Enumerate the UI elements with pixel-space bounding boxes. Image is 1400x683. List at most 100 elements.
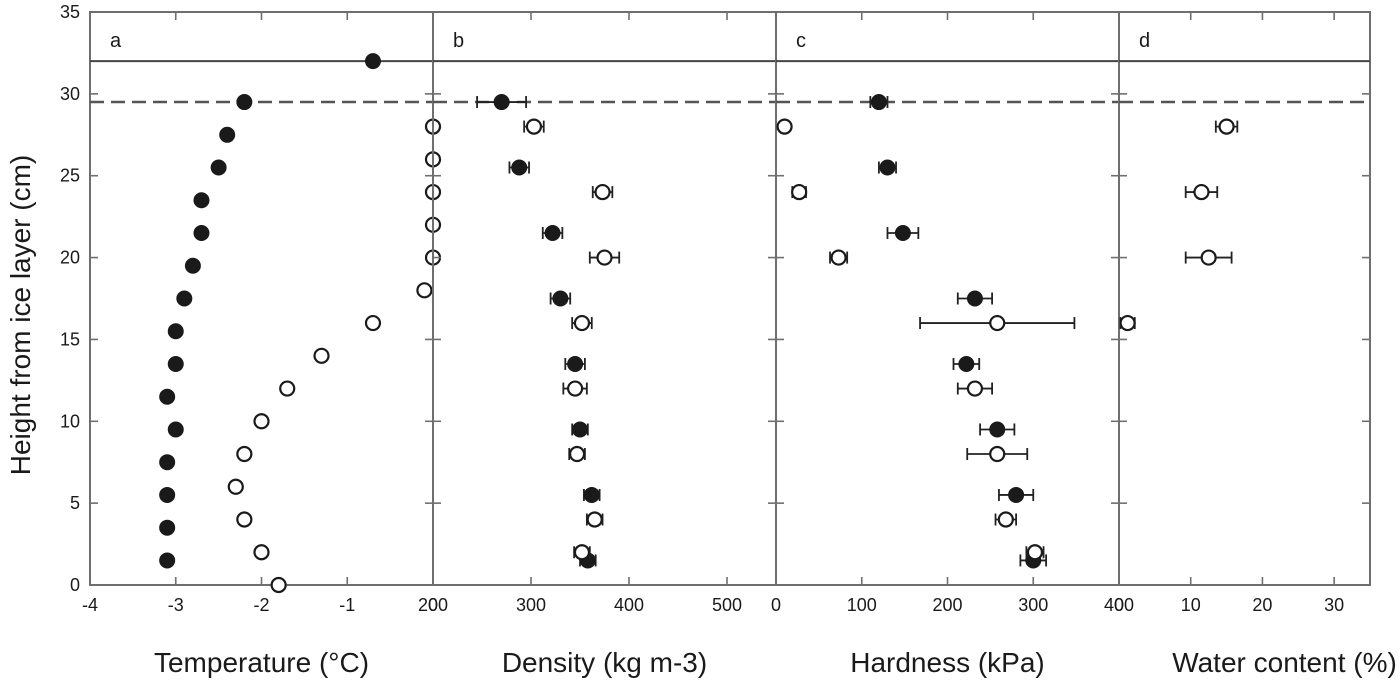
x-axis-label: Hardness (kPa) <box>850 647 1045 678</box>
data-point-open <box>573 314 591 332</box>
x-tick-label: 0 <box>428 595 438 615</box>
x-tick-label: 300 <box>1018 595 1048 615</box>
data-point-open <box>227 478 244 495</box>
data-point-filled <box>894 225 911 242</box>
data-point-filled <box>159 388 176 405</box>
panel-d: d 0 10 20 30 Water content (%) <box>1114 11 1397 678</box>
x-axis-label: Density (kg m-3) <box>502 647 707 678</box>
data-point-filled <box>958 355 975 372</box>
data-point-open <box>279 380 296 397</box>
x-tick-label: 0 <box>1114 595 1124 615</box>
data-point-open <box>568 445 586 463</box>
data-point-filled <box>167 355 184 372</box>
panel-c: c 0 100 200 300 400 Hardness (kPa) <box>771 11 1134 678</box>
panel-letter: d <box>1139 30 1150 52</box>
data-point-filled <box>544 225 561 242</box>
data-point-filled <box>989 421 1006 438</box>
x-tick-label: 0 <box>771 595 781 615</box>
data-point-filled <box>167 323 184 340</box>
panel-frame <box>1118 11 1371 586</box>
data-point-filled <box>159 486 176 503</box>
data-point-filled <box>966 290 983 307</box>
data-point-filled <box>159 519 176 536</box>
data-point-filled <box>870 94 887 111</box>
data-point-open <box>525 118 543 135</box>
data-point-filled <box>210 159 227 176</box>
data-point-filled <box>159 454 176 471</box>
data-point-filled <box>552 290 569 307</box>
data-point-open <box>1026 544 1044 561</box>
y-axis-label: Height from ice layer (cm) <box>5 155 36 476</box>
data-point-open <box>989 445 1006 463</box>
y-tick-label: 20 <box>60 248 80 268</box>
data-point-filled <box>193 192 210 209</box>
data-point-open <box>313 347 330 364</box>
x-axis-label: Water content (%) <box>1172 647 1397 678</box>
x-tick-label: 400 <box>1104 595 1134 615</box>
x-tick-label: -1 <box>339 595 355 615</box>
data-point-open <box>566 380 584 397</box>
data-point-open <box>594 183 611 201</box>
data-point-filled <box>572 421 588 438</box>
data-point-filled <box>167 421 184 438</box>
y-tick-label: 5 <box>70 493 80 513</box>
data-point-open <box>1119 314 1136 332</box>
data-point-open <box>596 249 613 266</box>
data-point-filled <box>364 53 381 70</box>
y-tick-label: 35 <box>60 2 80 22</box>
x-tick-label: 10 <box>1181 595 1201 615</box>
panel-frame <box>432 11 777 586</box>
data-point-filled <box>567 355 584 372</box>
data-point-open <box>997 511 1014 528</box>
data-point-open <box>1218 118 1235 135</box>
x-tick-label: 500 <box>712 595 742 615</box>
panel-letter: a <box>110 30 122 52</box>
x-axis-label: Temperature (°C) <box>154 647 369 678</box>
data-point-open <box>416 282 433 299</box>
data-point-open <box>253 413 270 430</box>
panel-letter: b <box>453 30 464 52</box>
y-tick-label: 10 <box>60 411 80 431</box>
data-point-open <box>1193 183 1210 201</box>
data-point-filled <box>583 486 600 503</box>
data-point-filled <box>879 159 896 176</box>
x-tick-label: 30 <box>1324 595 1344 615</box>
data-point-filled <box>493 94 510 111</box>
x-tick-label: 200 <box>932 595 962 615</box>
data-point-open <box>236 445 253 463</box>
x-tick-label: -4 <box>82 595 98 615</box>
data-point-filled <box>176 290 193 307</box>
data-point-open <box>966 380 984 397</box>
data-point-open <box>791 183 808 201</box>
data-point-open <box>1200 249 1217 266</box>
panel-a: a 0 5 10 15 20 25 30 35 -4 -3 -2 -1 0 Temperature (°C) <box>60 2 442 678</box>
x-tick-label: 400 <box>614 595 644 615</box>
data-point-filled <box>193 225 210 242</box>
x-tick-label: 20 <box>1252 595 1272 615</box>
data-point-filled <box>219 126 236 143</box>
x-tick-label: 100 <box>847 595 877 615</box>
panel-frame <box>775 11 1120 586</box>
panel-frame <box>89 11 434 586</box>
data-point-filled <box>1008 486 1025 503</box>
data-point-filled <box>184 257 201 274</box>
data-point-open <box>253 544 270 561</box>
data-point-open <box>586 511 603 528</box>
data-point-open <box>270 576 287 594</box>
data-point-filled <box>511 159 528 176</box>
x-tick-label: -2 <box>253 595 269 615</box>
x-tick-label: -3 <box>168 595 184 615</box>
panel-letter: c <box>796 30 806 52</box>
data-point-open <box>236 511 253 528</box>
y-tick-label: 0 <box>70 575 80 595</box>
data-point-filled <box>236 94 253 111</box>
y-tick-label: 15 <box>60 329 80 349</box>
data-point-open <box>364 314 382 332</box>
data-point-open <box>830 249 847 266</box>
y-tick-label: 30 <box>60 84 80 104</box>
data-point-open <box>776 118 793 135</box>
x-tick-label: 300 <box>516 595 546 615</box>
x-tick-label: 200 <box>418 595 448 615</box>
data-point-open <box>573 544 591 561</box>
